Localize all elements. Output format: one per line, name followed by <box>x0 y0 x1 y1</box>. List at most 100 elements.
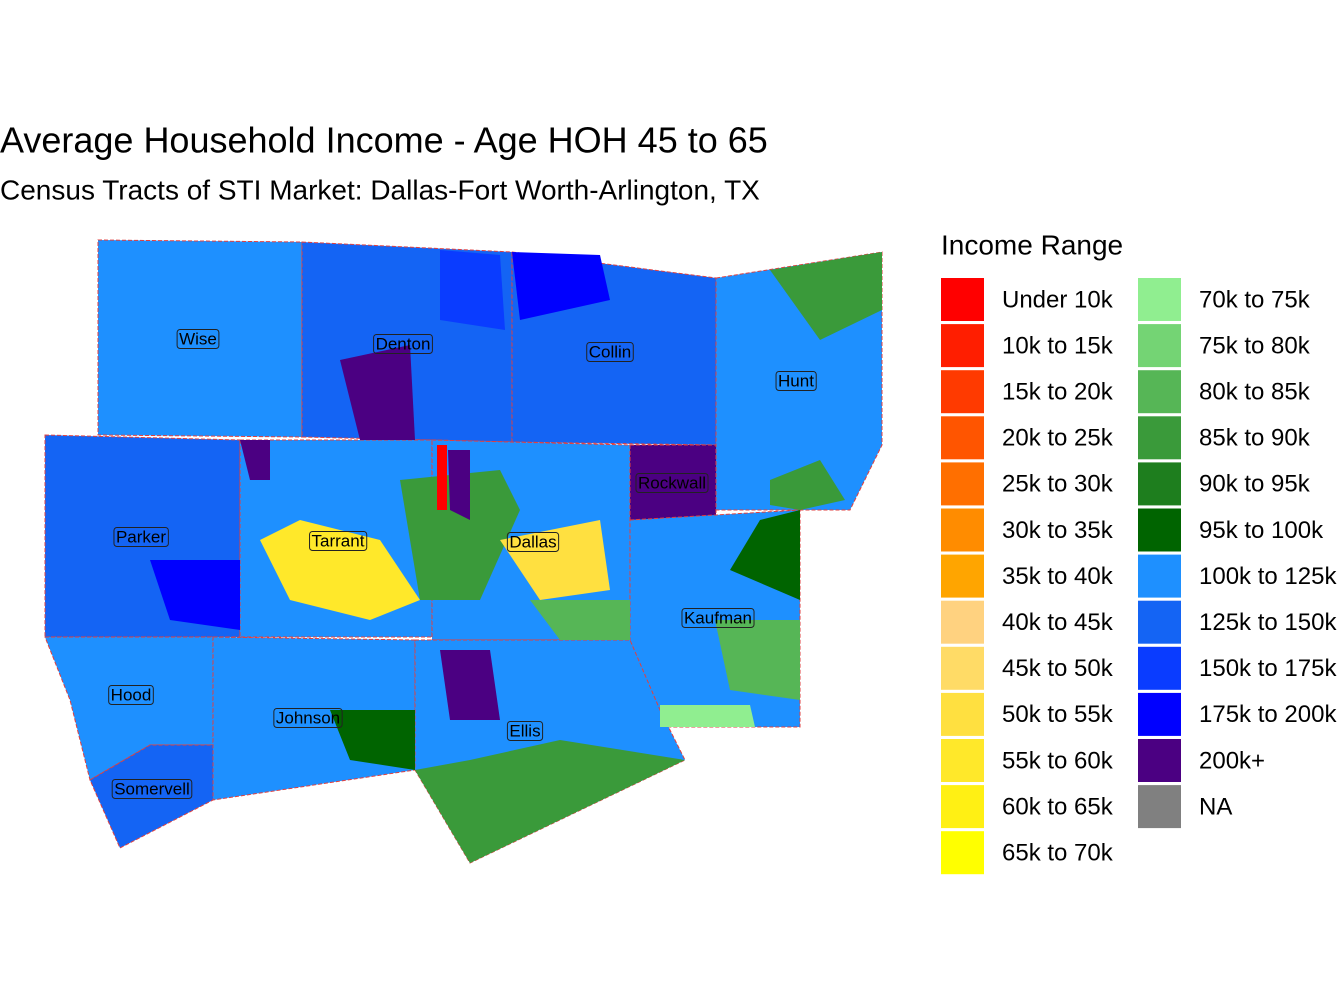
legend-label: 35k to 40k <box>1002 563 1114 590</box>
legend-label: 75k to 80k <box>1199 332 1311 359</box>
tract-area <box>340 345 415 440</box>
legend-label: 100k to 125k <box>1199 563 1337 590</box>
legend-swatch <box>1138 739 1181 782</box>
legend-swatch <box>941 370 984 414</box>
county-label-box <box>113 526 169 547</box>
legend-swatch <box>941 739 984 782</box>
county-label: Johnson <box>276 708 340 727</box>
legend-label: 80k to 85k <box>1199 379 1311 406</box>
legend-swatch <box>1138 646 1181 690</box>
tract-area <box>330 710 415 770</box>
legend-swatch <box>1138 600 1181 644</box>
county-label: Rockwall <box>638 473 706 492</box>
county-label-box <box>506 720 544 741</box>
title: Average Household Income - Age HOH 45 to… <box>0 120 768 161</box>
legend-label: 20k to 25k <box>1002 425 1114 452</box>
county-label: Denton <box>376 334 431 353</box>
legend-swatch <box>941 646 984 690</box>
county-label: Wise <box>179 329 217 348</box>
county-label-box <box>775 370 817 391</box>
legend-label: 55k to 60k <box>1002 747 1114 774</box>
legend-label: 200k+ <box>1199 747 1265 774</box>
county-label: Somervell <box>114 779 190 798</box>
legend-swatch <box>941 785 984 829</box>
tract-area <box>660 705 755 727</box>
legend-swatch <box>941 416 984 460</box>
legend-swatch <box>941 554 984 598</box>
tract-area <box>440 650 500 720</box>
county-label: Hood <box>111 685 152 704</box>
legend-swatch <box>1138 370 1181 414</box>
county-labels: Wise Denton Collin Hunt Rockwall Parker … <box>108 328 817 799</box>
county-label-box <box>273 707 343 728</box>
legend-swatch <box>1138 692 1181 736</box>
legend-label: 90k to 95k <box>1199 471 1311 498</box>
county-label-box <box>176 328 220 349</box>
county-label-box <box>506 531 560 552</box>
tract-area <box>400 470 520 600</box>
legend-swatch <box>1138 278 1181 321</box>
legend-swatch <box>941 278 984 321</box>
legend-swatch <box>1138 785 1181 829</box>
tract-area <box>440 250 505 330</box>
legend-swatch <box>1138 462 1181 506</box>
legend-swatch <box>1138 324 1181 368</box>
legend-label: NA <box>1199 793 1232 820</box>
legend-swatch <box>941 692 984 736</box>
legend-swatch <box>1138 508 1181 552</box>
county-label: Kaufman <box>684 608 752 627</box>
legend-label: 40k to 45k <box>1002 609 1114 636</box>
map <box>44 239 883 864</box>
legend-label: 125k to 150k <box>1199 609 1337 636</box>
legend: Under 10k 10k to 15k 15k to 20k 20k to 25k 2… <box>941 278 1337 875</box>
county-label: Dallas <box>509 532 556 551</box>
legend-swatch <box>1138 554 1181 598</box>
tract-area <box>448 450 470 520</box>
legend-label: Under 10k <box>1002 286 1114 313</box>
tract-area <box>730 510 800 600</box>
legend-label: 30k to 35k <box>1002 517 1114 544</box>
county-label: Hunt <box>778 371 814 390</box>
legend-title: Income Range <box>941 229 1123 260</box>
legend-label: 50k to 55k <box>1002 701 1114 728</box>
county-label: Collin <box>589 342 632 361</box>
county-label-box <box>373 333 433 354</box>
legend-label: 85k to 90k <box>1199 425 1311 452</box>
legend-swatch <box>941 462 984 506</box>
legend-label: 175k to 200k <box>1199 701 1337 728</box>
legend-swatch <box>941 600 984 644</box>
tract-area <box>715 620 800 700</box>
tract-area <box>240 440 270 480</box>
legend-label: 95k to 100k <box>1199 517 1324 544</box>
subtitle: Census Tracts of STI Market: Dallas-Fort… <box>0 174 760 205</box>
tract-area <box>437 445 447 510</box>
tract-area <box>770 252 882 340</box>
tract-area <box>150 560 240 630</box>
legend-label: 45k to 50k <box>1002 655 1114 682</box>
county-label-box <box>586 341 634 362</box>
legend-label: 10k to 15k <box>1002 332 1114 359</box>
county-label: Parker <box>116 527 166 546</box>
tract-area <box>500 520 610 600</box>
county-label-box <box>635 472 709 493</box>
legend-label: 65k to 70k <box>1002 840 1114 867</box>
legend-label: 70k to 75k <box>1199 286 1311 313</box>
legend-label: 15k to 20k <box>1002 379 1114 406</box>
tract-area <box>770 460 845 510</box>
legend-swatch <box>1138 416 1181 460</box>
legend-label: 25k to 30k <box>1002 471 1114 498</box>
tract-area <box>530 600 630 640</box>
legend-label: 60k to 65k <box>1002 793 1114 820</box>
legend-label: 150k to 175k <box>1199 655 1337 682</box>
legend-swatch <box>941 324 984 368</box>
county-label: Tarrant <box>312 531 365 550</box>
county-label-box <box>108 684 154 705</box>
tract-area <box>260 520 420 620</box>
county-label: Ellis <box>509 721 540 740</box>
county-label-box <box>681 607 755 628</box>
legend-swatch <box>941 831 984 875</box>
tract-area <box>512 252 610 320</box>
county-label-box <box>111 778 193 799</box>
county-label-box <box>309 530 368 551</box>
